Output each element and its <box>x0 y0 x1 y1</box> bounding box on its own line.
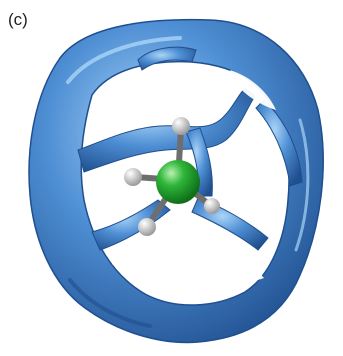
central-atom <box>156 160 200 204</box>
hydrogen-atom-top <box>172 117 190 135</box>
hydrogen-atom-bottom-right <box>204 198 220 214</box>
isosurface-cage <box>28 18 324 344</box>
molecule <box>124 117 220 236</box>
hydrogen-atom-left <box>124 168 142 186</box>
panel-label: (c) <box>8 10 28 29</box>
hydrogen-atom-bottom-left <box>138 218 156 236</box>
